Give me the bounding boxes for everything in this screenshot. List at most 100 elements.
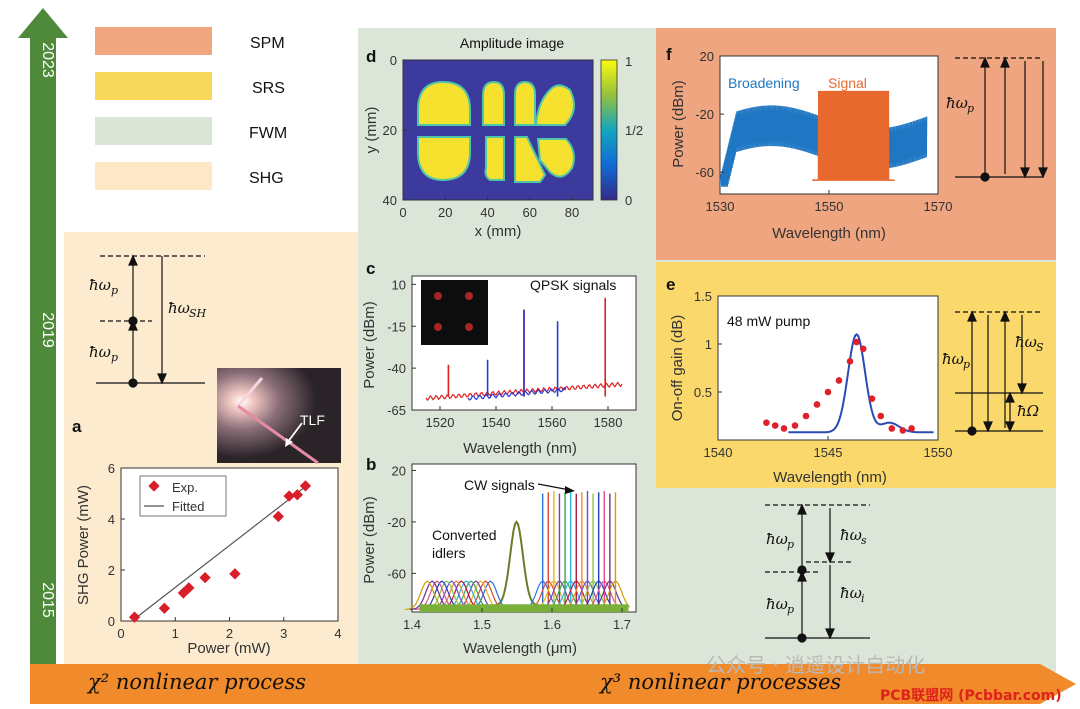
chart-d-xtick-label: 20 [438, 205, 452, 220]
chart-a-xtick-label: 0 [117, 626, 124, 641]
chart-e-ytick-label: 1.5 [694, 289, 712, 304]
chart-a-point [199, 571, 211, 584]
chart-a-point [229, 568, 241, 580]
chart-b-signal-hump [560, 580, 591, 609]
chart-e-data-point [868, 395, 876, 403]
chart-e: 48 mW pump 1540 1545 1550 1.5 1 0.5 Wavelengt… [669, 289, 952, 486]
chart-b-signal-hump [555, 580, 586, 609]
chart-a-legend-exp: Exp. [172, 480, 198, 495]
device-photo: TLF [217, 368, 341, 465]
chart-f-legend-broadening: Broadening [728, 75, 800, 91]
chart-a-fitted-line [131, 484, 309, 622]
chart-e-xlabel: Wavelength (nm) [773, 469, 887, 486]
chart-e-data-point [899, 427, 907, 434]
legend-swatch-shg [95, 162, 212, 190]
legend: SPM SRS FWM SHG [95, 27, 287, 190]
chart-b-ytick-label: 20 [392, 463, 406, 478]
chart-b-ytick-label: -60 [387, 566, 406, 581]
fwm-label-hwi: ħω [840, 584, 862, 602]
shg-energy-diagram: ħω p ħω p ħω SH [89, 254, 207, 388]
chart-a-xtick-label: 1 [172, 626, 179, 641]
chart-e-data-point [791, 422, 799, 429]
chart-e-data-point [771, 422, 779, 429]
chart-d-cbar-tick-half: 1/2 [625, 123, 643, 138]
legend-label-shg: SHG [249, 170, 284, 187]
legend-swatch-srs [95, 72, 212, 100]
chart-e-data-point [813, 401, 821, 408]
chart-c-constellation-points [434, 292, 473, 331]
chart-b-signal-hump [600, 580, 631, 609]
year-2023-label: 2023 [39, 42, 56, 78]
chart-e-data-point [835, 377, 843, 384]
chart-f-xlabel: Wavelength (nm) [772, 225, 886, 242]
chart-e-ytick-label: 1 [705, 337, 712, 352]
srs-label-hbar-omega: ħΩ [1017, 402, 1039, 420]
panel-label-f: f [666, 45, 672, 64]
year-2015-label: 2015 [39, 582, 56, 618]
fwm-energy-diagram: ħω p ħω p ħω s ħω i [765, 503, 870, 643]
shg-label-hwp-upper-sub: p [111, 284, 118, 297]
panel-label-d: d [366, 47, 376, 66]
chart-a-point [183, 582, 195, 594]
chart-e-data-point [780, 425, 788, 432]
chart-c: QPSK signals 1520 1540 1560 1580 10 -15 -40 -65… [361, 275, 637, 457]
timeline-arrow: 2023 2019 2015 [18, 8, 68, 668]
chart-d-xtick-label: 60 [523, 205, 537, 220]
fwm-label-hws-sub: s [861, 534, 867, 547]
chart-e-annotation: 48 mW pump [727, 313, 810, 329]
process-arrow-bar: χ² nonlinear process χ³ nonlinear proces… [30, 664, 1076, 704]
chart-d-ylabel: y (mm) [363, 107, 380, 154]
chart-f-xtick-label: 1550 [815, 199, 844, 214]
panel-label-c: c [366, 259, 375, 278]
chart-e-xtick-label: 1540 [704, 445, 733, 460]
chart-a-point [299, 480, 312, 492]
chart-b-ytick-label: -20 [387, 515, 406, 530]
chart-b-annotation-idlers: idlers [432, 545, 465, 561]
chart-a-point [272, 510, 284, 523]
fwm-label-hwp-upper-sub: p [787, 538, 794, 551]
chart-d-ytick-label: 0 [390, 53, 397, 68]
chart-e-xtick-label: 1545 [814, 445, 843, 460]
chart-e-data-point [859, 345, 867, 353]
photo-tlf-label: TLF [300, 412, 325, 428]
chart-c-xtick-label: 1520 [426, 415, 455, 430]
srs-label-hws-sub: S [1036, 341, 1044, 354]
chart-a-ylabel: SHG Power (mW) [75, 485, 92, 605]
chart-d-xtick-label: 80 [565, 205, 579, 220]
chart-b-signal-hump [583, 580, 614, 609]
chart-f-ylabel: Power (dBm) [670, 80, 687, 168]
chart-f-signal-series [812, 90, 895, 181]
chart-b-signal-hump [549, 580, 580, 609]
chart-e-xtick-label: 1550 [924, 445, 953, 460]
legend-label-spm: SPM [250, 35, 285, 52]
shg-label-hwp-upper: ħω [89, 276, 111, 294]
chart-d-ytick-label: 20 [383, 123, 397, 138]
fwm-label-hwp-upper: ħω [766, 530, 788, 548]
chart-f-xtick-label: 1570 [924, 199, 953, 214]
watermark-text: 公众号 · 逍遥设计自动化 [706, 653, 925, 677]
chart-a-point [158, 602, 171, 614]
chart-a-legend-fitted: Fitted [172, 499, 205, 514]
chart-c-xtick-label: 1560 [538, 415, 567, 430]
chart-c-ylabel: Power (dBm) [361, 301, 378, 389]
chart-c-xtick-label: 1540 [482, 415, 511, 430]
chart-b-xtick-label: 1.5 [473, 617, 491, 632]
chart-e-data-point [846, 357, 854, 365]
chart-a-xtick-label: 3 [280, 626, 287, 641]
chart-f-ytick-label: -20 [695, 107, 714, 122]
shg-label-hwsh-sub: SH [189, 307, 207, 320]
chart-b-ylabel: Power (dBm) [361, 496, 378, 584]
watermark-corner: PCB联盟网 (Pcbbar.com) [880, 688, 1062, 704]
chart-a-point [128, 611, 141, 623]
chart-a-xtick-label: 4 [334, 626, 341, 641]
legend-label-fwm: FWM [249, 125, 287, 142]
chart-a-xtick-label: 2 [226, 626, 233, 641]
panel-label-e: e [666, 275, 675, 294]
spm-label-hwp: ħω [946, 94, 968, 112]
chart-c-blue-baseline [467, 386, 567, 401]
chart-d-xtick-label: 0 [399, 205, 406, 220]
chart-e-data-point [877, 412, 885, 420]
chart-d-shapes [417, 80, 575, 183]
chart-d-xtick-label: 40 [480, 205, 494, 220]
chart-b-signal-hump [588, 580, 619, 609]
